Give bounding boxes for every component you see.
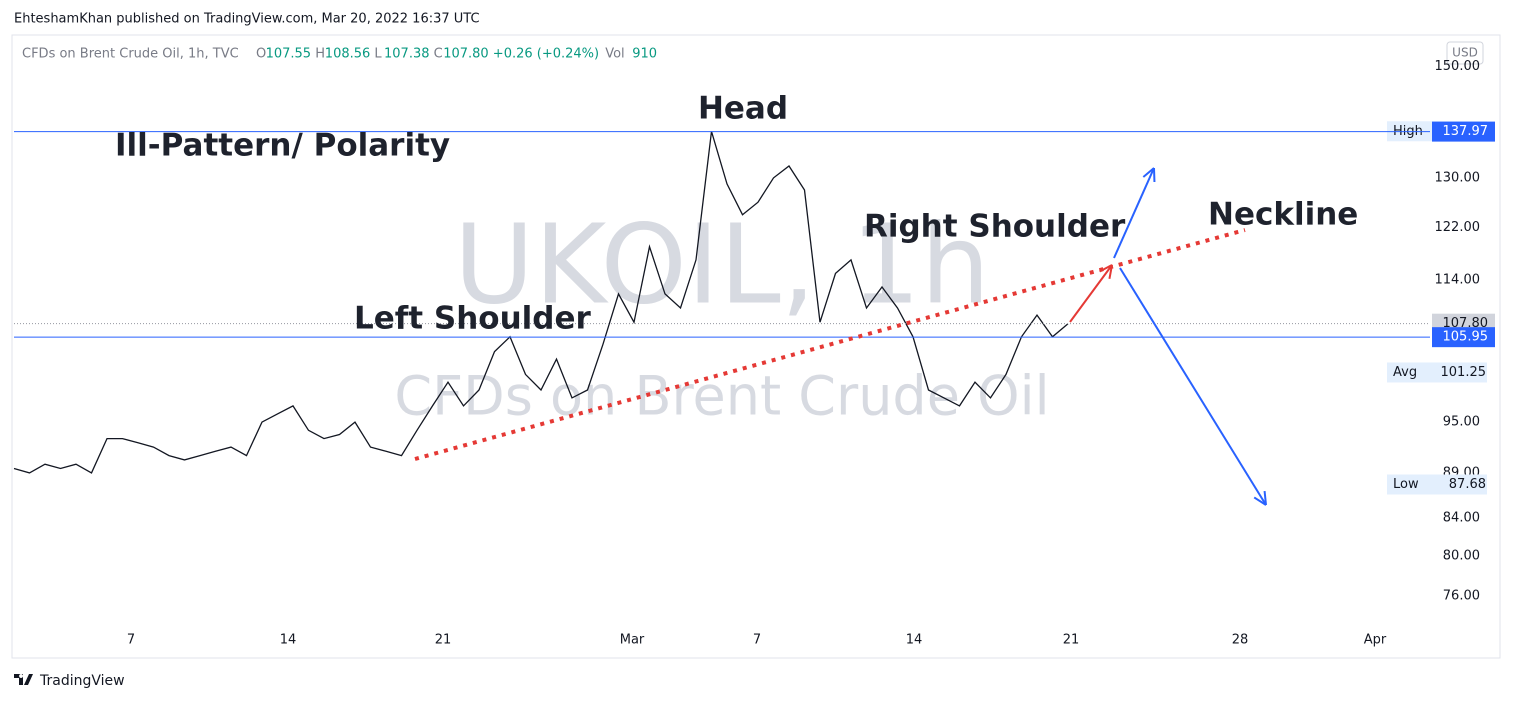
ohlc-key: C [434,47,443,62]
x-tick-label: Mar [620,633,645,648]
y-tick-label: 84.00 [1443,510,1480,525]
footer-brand: TradingView [39,673,125,689]
y-tick-label: 114.00 [1435,273,1481,288]
volume-key: Vol [605,47,624,62]
y-tick-label: 130.00 [1435,170,1481,185]
change: +0.26 (+0.24%) [493,47,599,62]
x-tick-label: 21 [1063,633,1080,648]
x-tick-label: 14 [280,633,297,648]
arrow-head [1265,491,1266,505]
stat-value: 87.68 [1449,477,1486,492]
stat-name: Low [1393,477,1419,492]
symbol: CFDs on Brent Crude Oil, 1h, TVC [22,47,239,62]
ohlc-value: 107.80 [443,47,489,62]
price-label: 105.95 [1443,330,1489,345]
ohlc-key: L [374,47,382,62]
ohlc-value: 107.38 [384,47,430,62]
ohlc-value: 108.56 [325,47,371,62]
y-tick-label: 76.00 [1443,588,1480,603]
x-tick-label: Apr [1364,633,1387,648]
publisher: EhteshamKhan published on TradingView.co… [14,12,480,27]
price-label: 137.97 [1443,124,1489,139]
x-tick-label: 7 [127,633,135,648]
x-tick-label: 14 [906,633,923,648]
x-tick-label: 7 [753,633,761,648]
y-tick-label: 95.00 [1443,415,1480,430]
ohlc-value: 107.55 [266,47,312,62]
stat-name: Avg [1393,365,1417,380]
y-tick-label: 122.00 [1435,220,1481,235]
annotation: Right Shoulder [864,209,1126,245]
currency[interactable]: USD [1452,46,1478,60]
y-tick-label: 80.00 [1443,548,1480,563]
arrow [1120,268,1266,505]
x-tick-label: 21 [435,633,452,648]
annotation: Ill-Pattern/ Polarity [115,128,450,164]
stat-value: 101.25 [1441,365,1487,380]
annotation: Head [698,91,788,127]
ohlc-key: H [315,47,325,62]
annotation: Left Shoulder [354,301,591,337]
volume-value: 910 [632,47,657,62]
logo [14,674,33,685]
y-tick-label: 150.00 [1435,59,1481,74]
x-tick-label: 28 [1232,633,1249,648]
watermark-sub: CFDs on Brent Crude Oil [394,365,1049,428]
annotation: Neckline [1208,197,1358,233]
